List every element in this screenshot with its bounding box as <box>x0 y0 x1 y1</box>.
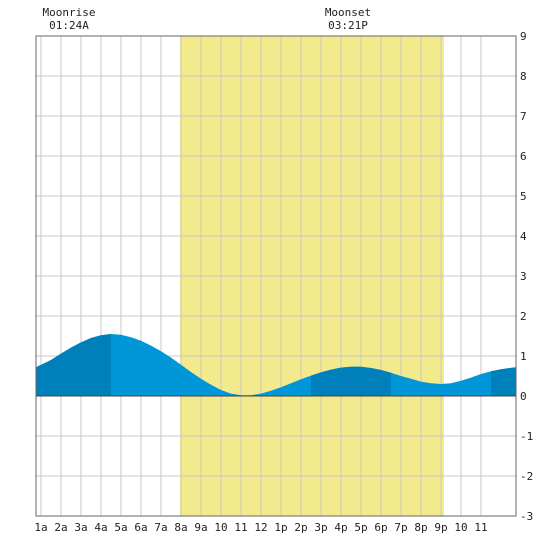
moon-event-time: 03:21P <box>328 19 368 32</box>
y-tick-label: 9 <box>520 30 527 43</box>
y-tick-label: 3 <box>520 270 527 283</box>
x-tick-label: 8p <box>414 521 427 534</box>
tide-area <box>36 334 516 396</box>
x-tick-label: 4a <box>94 521 107 534</box>
y-tick-label: 0 <box>520 390 527 403</box>
x-tick-label: 4p <box>334 521 347 534</box>
x-tick-label: 7p <box>394 521 407 534</box>
x-tick-label: 2a <box>54 521 67 534</box>
x-tick-label: 5a <box>114 521 127 534</box>
y-tick-label: 4 <box>520 230 527 243</box>
moon-event-label: Moonrise <box>43 6 96 19</box>
x-tick-label: 6a <box>134 521 147 534</box>
y-tick-label: 8 <box>520 70 527 83</box>
moon-event-time: 01:24A <box>49 19 89 32</box>
x-tick-label: 9p <box>434 521 447 534</box>
x-tick-label: 1a <box>34 521 47 534</box>
y-tick-label: -3 <box>520 510 533 523</box>
moon-event-label: Moonset <box>325 6 371 19</box>
x-tick-label: 10 <box>214 521 227 534</box>
x-tick-label: 11 <box>474 521 487 534</box>
x-tick-label: 8a <box>174 521 187 534</box>
y-tick-label: 7 <box>520 110 527 123</box>
x-tick-label: 11 <box>234 521 247 534</box>
plot-frame <box>35 35 517 517</box>
x-tick-label: 5p <box>354 521 367 534</box>
x-tick-label: 9a <box>194 521 207 534</box>
y-tick-label: 6 <box>520 150 527 163</box>
x-tick-label: 2p <box>294 521 307 534</box>
x-tick-label: 1p <box>274 521 287 534</box>
y-tick-label: -2 <box>520 470 533 483</box>
y-tick-label: 1 <box>520 350 527 363</box>
y-tick-label: -1 <box>520 430 533 443</box>
y-tick-label: 5 <box>520 190 527 203</box>
x-tick-label: 3p <box>314 521 327 534</box>
y-tick-label: 2 <box>520 310 527 323</box>
x-tick-label: 3a <box>74 521 87 534</box>
x-tick-label: 7a <box>154 521 167 534</box>
x-tick-label: 10 <box>454 521 467 534</box>
x-tick-label: 6p <box>374 521 387 534</box>
x-tick-label: 12 <box>254 521 267 534</box>
